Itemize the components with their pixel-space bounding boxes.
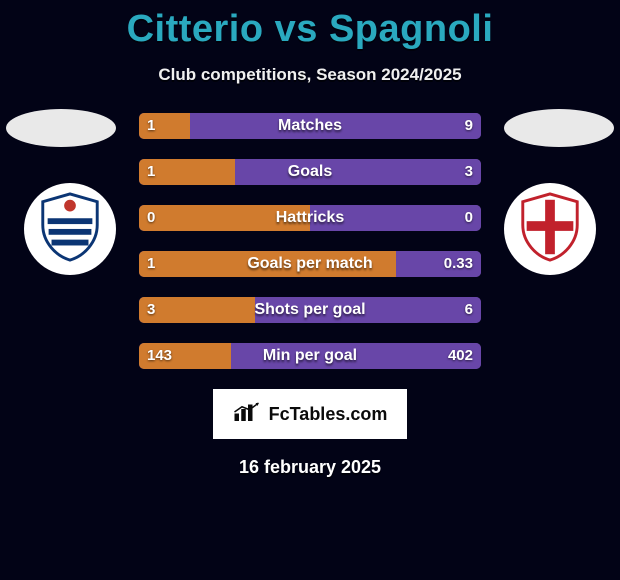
stat-bar: 19Matches	[139, 113, 481, 139]
page-title: Citterio vs Spagnoli	[0, 0, 620, 51]
stat-label: Min per goal	[139, 343, 481, 369]
stat-label: Goals	[139, 159, 481, 185]
brand-panel: FcTables.com	[213, 389, 407, 439]
date-label: 16 february 2025	[0, 457, 620, 478]
page-subtitle: Club competitions, Season 2024/2025	[0, 65, 620, 85]
club-left-badge	[24, 183, 116, 275]
stat-label: Hattricks	[139, 205, 481, 231]
stat-bar: 143402Min per goal	[139, 343, 481, 369]
stat-bar: 10.33Goals per match	[139, 251, 481, 277]
club-right-badge	[504, 183, 596, 275]
stat-label: Matches	[139, 113, 481, 139]
shield-stripes-icon	[35, 192, 105, 267]
ellipse-left-decor	[6, 109, 116, 147]
stat-bars: 19Matches 13Goals 00Hattricks 10.33Goals pe…	[139, 113, 481, 369]
stat-label: Shots per goal	[139, 297, 481, 323]
stat-bar: 13Goals	[139, 159, 481, 185]
stat-bar: 00Hattricks	[139, 205, 481, 231]
stat-bar: 36Shots per goal	[139, 297, 481, 323]
comparison-stage: 19Matches 13Goals 00Hattricks 10.33Goals pe…	[0, 113, 620, 369]
shield-cross-icon	[515, 192, 585, 267]
brand-chart-icon	[233, 401, 263, 428]
brand-label: FcTables.com	[269, 404, 388, 425]
ellipse-right-decor	[504, 109, 614, 147]
stat-label: Goals per match	[139, 251, 481, 277]
